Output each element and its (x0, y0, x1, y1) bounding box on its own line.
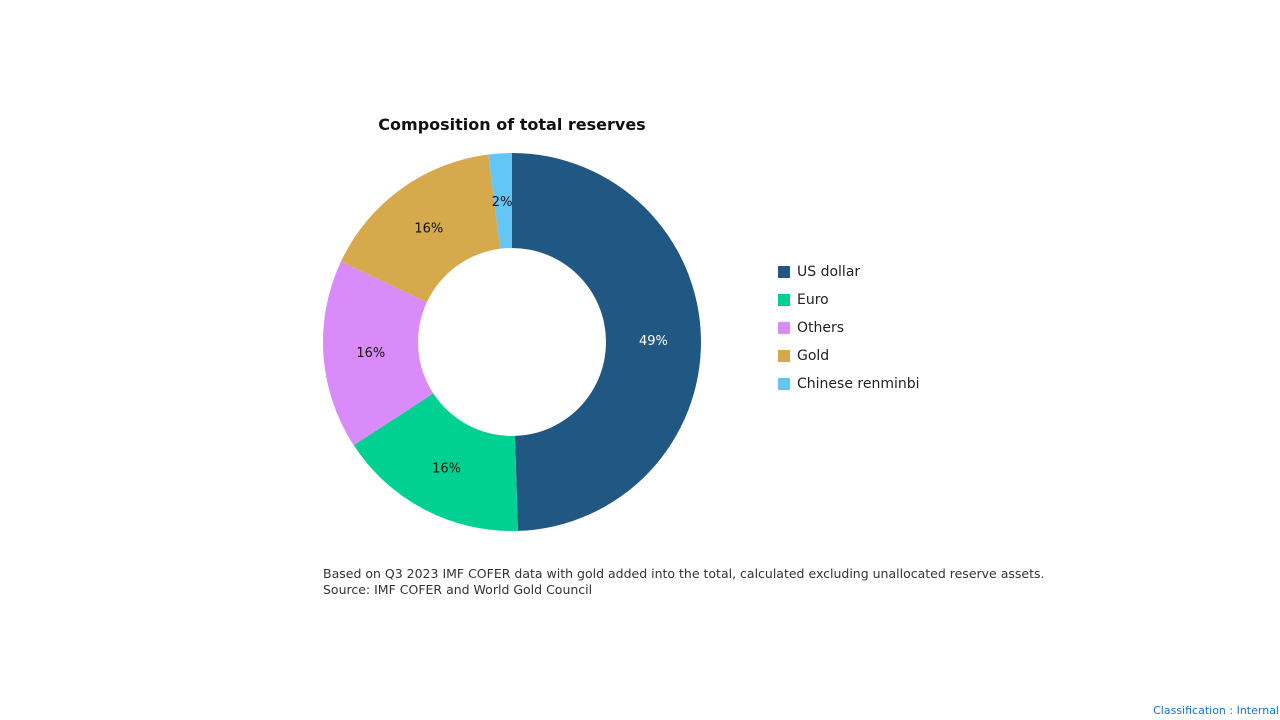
legend-label: Others (797, 320, 845, 336)
legend-item-us-dollar: US dollar (778, 258, 920, 286)
legend-label: US dollar (797, 264, 861, 280)
donut-data-label: 16% (432, 461, 461, 476)
legend-item-gold: Gold (778, 342, 920, 370)
legend-item-others: Others (778, 314, 920, 342)
donut-data-label: 16% (414, 222, 443, 237)
legend-label: Chinese renminbi (797, 376, 920, 392)
donut-segment-euro (353, 393, 518, 531)
legend-label: Euro (797, 292, 829, 308)
legend-swatch (778, 322, 790, 334)
classification-label: Classification : Internal (1153, 704, 1279, 717)
footnote-description: Based on Q3 2023 IMF COFER data with gol… (323, 566, 1045, 581)
legend-item-euro: Euro (778, 286, 920, 314)
legend-label: Gold (797, 348, 830, 364)
legend-swatch (778, 350, 790, 362)
legend-swatch (778, 294, 790, 306)
donut-segment-gold (340, 154, 501, 302)
chart-title: Composition of total reserves (378, 115, 646, 134)
legend-swatch (778, 378, 790, 390)
donut-data-label: 49% (639, 334, 668, 349)
chart-legend: US dollar Euro Others Gold Chinese renmi… (778, 258, 920, 398)
legend-swatch (778, 266, 790, 278)
donut-segment-us-dollar (512, 153, 701, 531)
legend-item-chinese-renminbi: Chinese renminbi (778, 370, 920, 398)
donut-data-label: 2% (492, 195, 513, 210)
donut-segment-chinese-renminbi (488, 153, 512, 249)
chart-footnote: Based on Q3 2023 IMF COFER data with gol… (323, 566, 1044, 598)
footnote-source: Source: IMF COFER and World Gold Council (323, 582, 593, 597)
donut-data-label: 16% (356, 346, 385, 361)
donut-segment-others (323, 261, 434, 446)
